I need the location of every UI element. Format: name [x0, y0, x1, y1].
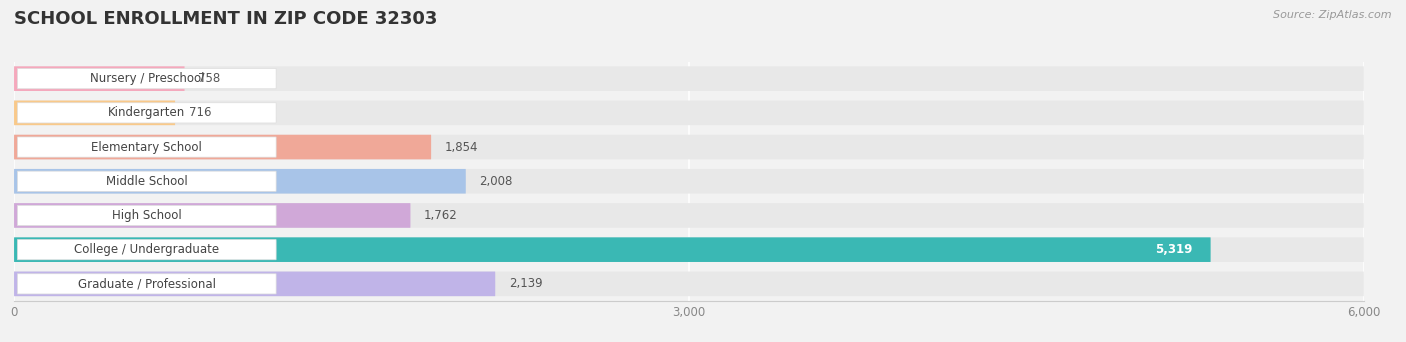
Text: 716: 716 — [188, 106, 211, 119]
Text: 1,854: 1,854 — [444, 141, 478, 154]
FancyBboxPatch shape — [14, 135, 1364, 159]
FancyBboxPatch shape — [14, 101, 176, 125]
FancyBboxPatch shape — [14, 272, 495, 296]
FancyBboxPatch shape — [14, 237, 1364, 262]
FancyBboxPatch shape — [14, 66, 184, 91]
Text: Source: ZipAtlas.com: Source: ZipAtlas.com — [1274, 10, 1392, 20]
Text: SCHOOL ENROLLMENT IN ZIP CODE 32303: SCHOOL ENROLLMENT IN ZIP CODE 32303 — [14, 10, 437, 28]
FancyBboxPatch shape — [14, 169, 465, 194]
Text: Kindergarten: Kindergarten — [108, 106, 186, 119]
FancyBboxPatch shape — [14, 203, 1364, 228]
Text: Graduate / Professional: Graduate / Professional — [77, 277, 215, 290]
Text: Elementary School: Elementary School — [91, 141, 202, 154]
FancyBboxPatch shape — [17, 205, 276, 226]
Text: High School: High School — [112, 209, 181, 222]
FancyBboxPatch shape — [17, 171, 276, 192]
FancyBboxPatch shape — [14, 66, 1364, 91]
Text: College / Undergraduate: College / Undergraduate — [75, 243, 219, 256]
Text: 1,762: 1,762 — [425, 209, 458, 222]
FancyBboxPatch shape — [14, 169, 1364, 194]
Text: 2,139: 2,139 — [509, 277, 543, 290]
FancyBboxPatch shape — [14, 272, 1364, 296]
Text: 2,008: 2,008 — [479, 175, 513, 188]
FancyBboxPatch shape — [17, 68, 276, 89]
FancyBboxPatch shape — [14, 101, 1364, 125]
FancyBboxPatch shape — [14, 135, 432, 159]
FancyBboxPatch shape — [17, 239, 276, 260]
Text: 5,319: 5,319 — [1156, 243, 1192, 256]
FancyBboxPatch shape — [14, 203, 411, 228]
FancyBboxPatch shape — [17, 274, 276, 294]
Text: Middle School: Middle School — [105, 175, 187, 188]
FancyBboxPatch shape — [14, 237, 1211, 262]
FancyBboxPatch shape — [17, 137, 276, 157]
FancyBboxPatch shape — [17, 103, 276, 123]
Text: Nursery / Preschool: Nursery / Preschool — [90, 72, 204, 85]
Text: 758: 758 — [198, 72, 221, 85]
